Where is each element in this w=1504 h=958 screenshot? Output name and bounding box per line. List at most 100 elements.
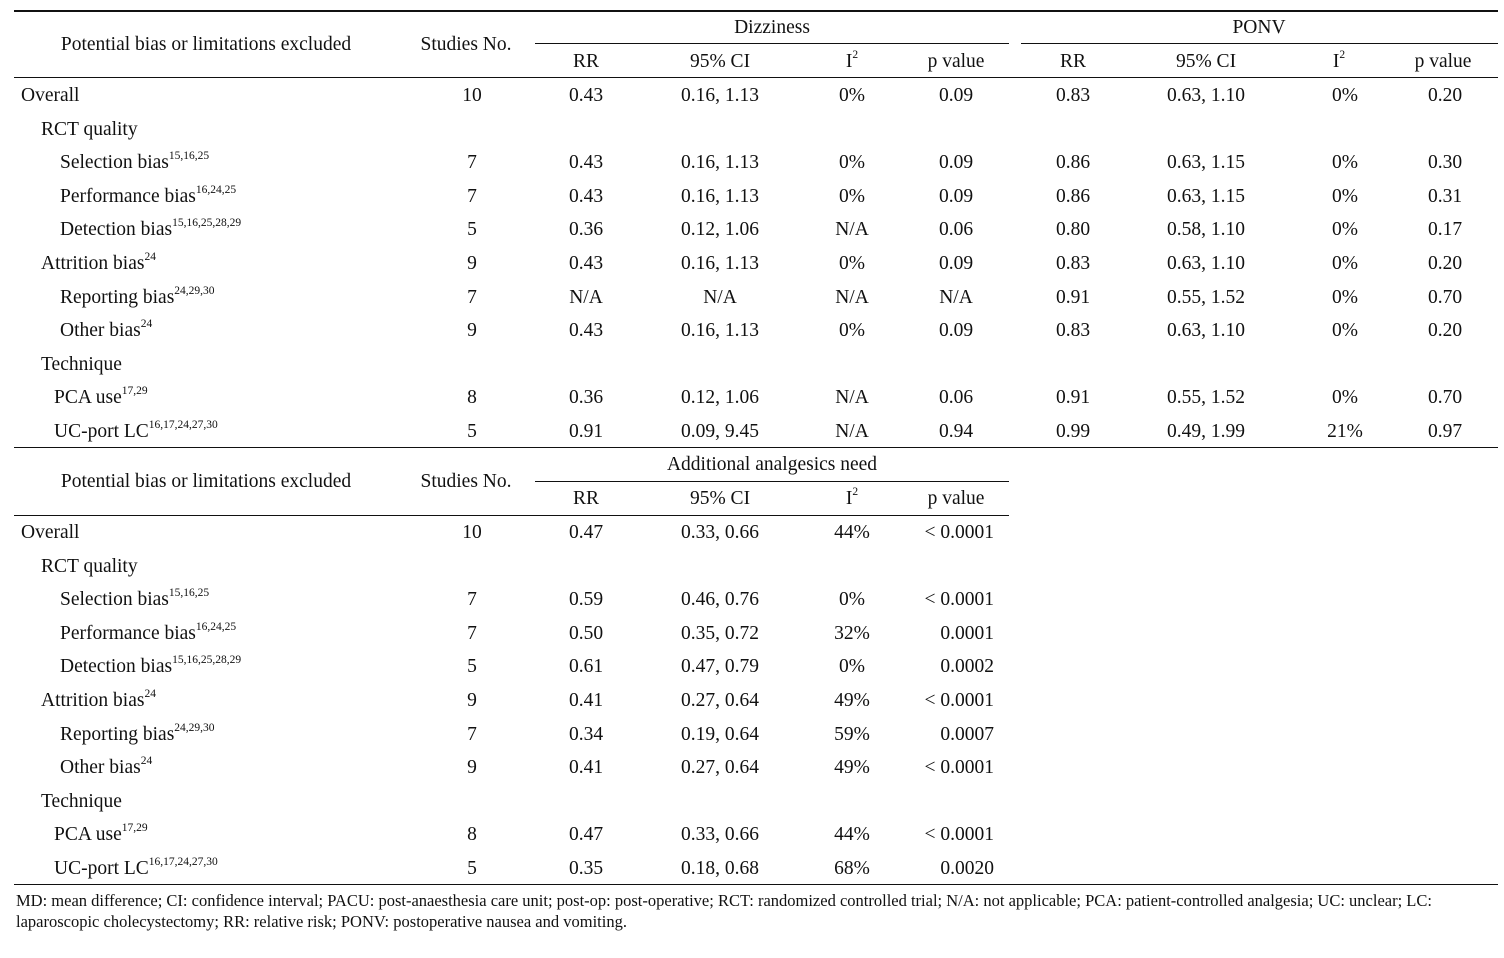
group1-ci: 0.47, 0.79 — [681, 656, 759, 677]
group1-ci: 0.16, 1.13 — [681, 320, 759, 341]
studies-count: 10 — [462, 522, 482, 543]
group1-ci: 0.19, 0.64 — [681, 724, 759, 745]
ponv-p: 0.31 — [1427, 186, 1463, 207]
group1-ci: N/A — [703, 287, 737, 308]
row-label-refs: 24,29,30 — [174, 722, 215, 734]
studies-count: 5 — [467, 219, 477, 240]
group1-i2: 49% — [834, 757, 870, 778]
row-label-refs: 24 — [144, 251, 156, 263]
table1-header-studies-no: Studies No. — [420, 34, 512, 55]
group1-rr: 0.34 — [568, 724, 604, 745]
row-label-text: Overall — [21, 85, 80, 106]
group1-p: < 0.0001 — [924, 757, 995, 778]
row-label: Detection bias15,16,25,28,29 — [60, 217, 241, 242]
group1-p: 0.09 — [938, 152, 974, 173]
row-label-text: Other bias — [60, 320, 141, 341]
dizziness-col-i2: I2 — [846, 49, 858, 74]
group1-p: < 0.0001 — [924, 589, 995, 610]
ponv-ci: 0.63, 1.10 — [1167, 253, 1245, 274]
ponv-col-p: p value — [1414, 51, 1472, 72]
table2-header-rule — [14, 515, 1009, 516]
group1-p: 0.0020 — [940, 858, 994, 879]
group1-i2: N/A — [835, 219, 869, 240]
i2-sup: 2 — [852, 486, 859, 498]
row-label-refs: 15,16,25,28,29 — [172, 654, 242, 666]
table1-bottom-rule — [14, 447, 1498, 448]
group1-i2: N/A — [835, 387, 869, 408]
ponv-ci: 0.63, 1.15 — [1167, 152, 1245, 173]
group1-i2: 0% — [839, 152, 865, 173]
group1-p: 0.06 — [938, 387, 974, 408]
row-label: Performance bias16,24,25 — [60, 184, 236, 209]
ponv-rr: 0.86 — [1055, 152, 1091, 173]
group1-ci: 0.46, 0.76 — [681, 589, 759, 610]
ponv-rr: 0.91 — [1055, 287, 1091, 308]
i2-letter: I — [845, 488, 853, 509]
row-label-refs: 15,16,25 — [168, 150, 210, 162]
studies-count: 8 — [467, 387, 477, 408]
row-label: Technique — [41, 353, 122, 377]
studies-count: 5 — [467, 656, 477, 677]
row-label: UC-port LC16,17,24,27,30 — [54, 419, 218, 444]
ponv-p: 0.20 — [1427, 253, 1463, 274]
ponv-p: 0.17 — [1427, 219, 1463, 240]
row-label-refs: 24 — [140, 318, 153, 330]
row-label-text: PCA use — [54, 824, 122, 845]
ponv-i2: 0% — [1332, 253, 1358, 274]
group1-i2: 0% — [839, 253, 865, 274]
row-label: Other bias24 — [60, 755, 152, 780]
group1-p: 0.94 — [938, 421, 974, 442]
table1-top-rule — [14, 10, 1498, 12]
ponv-rr: 0.83 — [1055, 253, 1091, 274]
row-label-text: Other bias — [60, 757, 141, 778]
studies-count: 7 — [467, 724, 477, 745]
row-label-text: Detection bias — [60, 656, 173, 677]
group1-ci: 0.16, 1.13 — [681, 152, 759, 173]
ponv-i2: 21% — [1327, 421, 1363, 442]
ponv-rr: 0.80 — [1055, 219, 1091, 240]
row-label: Reporting bias24,29,30 — [60, 722, 215, 747]
ponv-group-rule — [1021, 43, 1498, 44]
group1-p: < 0.0001 — [924, 824, 995, 845]
studies-count: 7 — [467, 589, 477, 610]
group1-i2: 49% — [834, 690, 870, 711]
group1-i2: 0% — [839, 85, 865, 106]
group1-i2: 0% — [839, 186, 865, 207]
table-footnote: MD: mean difference; CI: confidence inte… — [16, 891, 1432, 931]
i2-sup: 2 — [1339, 49, 1346, 61]
group1-i2: 32% — [834, 623, 870, 644]
group1-i2: 0% — [839, 320, 865, 341]
row-label-text: Overall — [21, 522, 80, 543]
group1-rr: 0.36 — [568, 219, 604, 240]
studies-count: 7 — [467, 186, 477, 207]
group1-p: 0.06 — [938, 219, 974, 240]
row-label: Technique — [41, 790, 122, 814]
group1-i2: 0% — [839, 589, 865, 610]
analgesics-col-rr: RR — [572, 488, 600, 509]
ponv-ci: 0.55, 1.52 — [1167, 287, 1245, 308]
studies-count: 10 — [462, 85, 482, 106]
studies-count: 9 — [467, 757, 477, 778]
analgesics-col-ci: 95% CI — [689, 488, 751, 509]
row-label-text: RCT quality — [41, 556, 138, 577]
group1-p: 0.0001 — [940, 623, 994, 644]
group1-rr: 0.47 — [568, 824, 604, 845]
studies-count: 7 — [467, 152, 477, 173]
table1-header-rule — [14, 77, 1498, 78]
group1-rr: 0.50 — [568, 623, 604, 644]
row-label-text: PCA use — [54, 387, 122, 408]
ponv-p: 0.20 — [1427, 320, 1463, 341]
row-label: Performance bias16,24,25 — [60, 621, 236, 646]
row-label-text: Selection bias — [60, 152, 169, 173]
ponv-col-i2: I2 — [1333, 49, 1346, 74]
table1-group-ponv: PONV — [1232, 17, 1286, 38]
group1-ci: 0.27, 0.64 — [681, 757, 759, 778]
group1-ci: 0.18, 0.68 — [681, 858, 759, 879]
row-label-text: Detection bias — [60, 219, 173, 240]
ponv-rr: 0.99 — [1055, 421, 1091, 442]
group1-rr: 0.43 — [568, 186, 604, 207]
ponv-p: 0.20 — [1427, 85, 1463, 106]
ponv-ci: 0.55, 1.52 — [1167, 387, 1245, 408]
group1-ci: 0.16, 1.13 — [681, 186, 759, 207]
